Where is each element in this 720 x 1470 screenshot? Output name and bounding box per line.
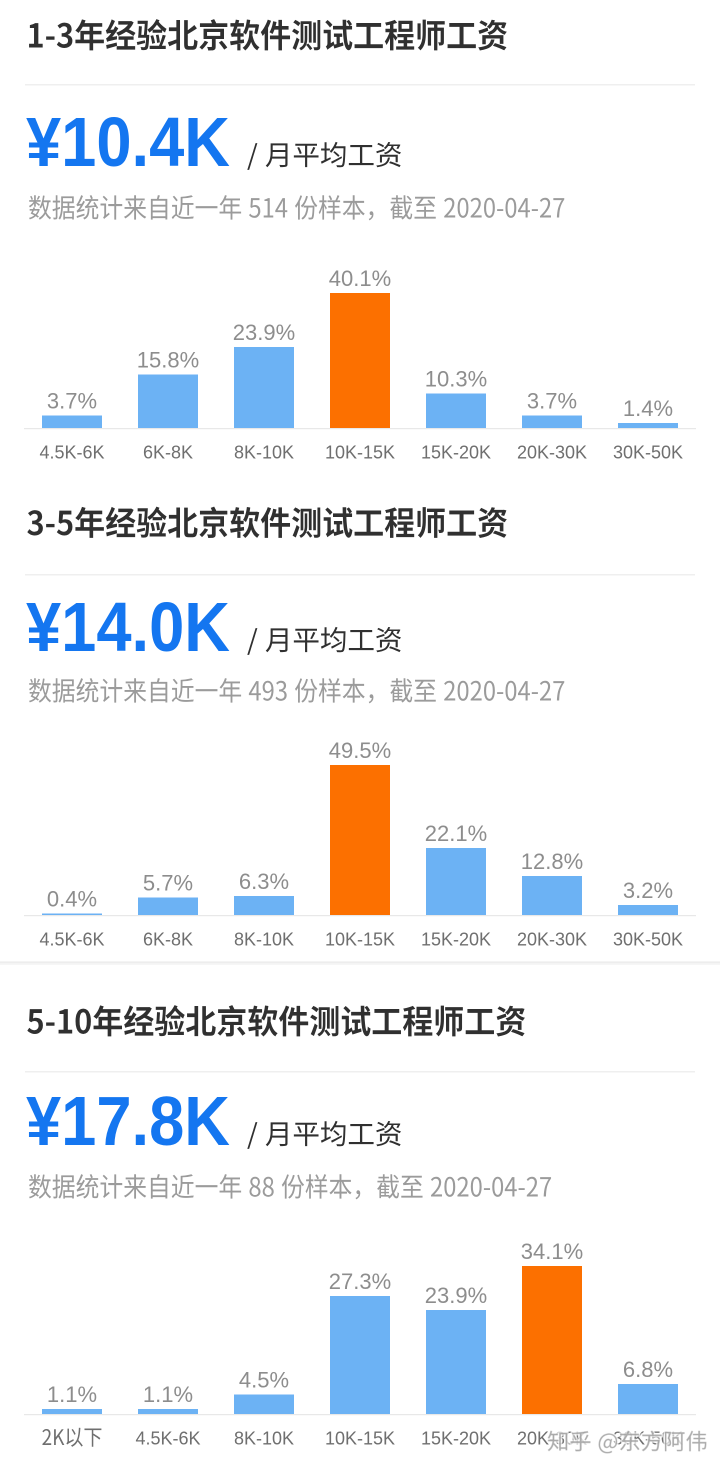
svg-text:20K-30K: 20K-30K <box>517 443 587 463</box>
svg-text:¥14.0K: ¥14.0K <box>26 588 230 666</box>
svg-text:22.1%: 22.1% <box>425 821 487 846</box>
svg-text:49.5%: 49.5% <box>329 738 391 763</box>
svg-text:15K-20K: 15K-20K <box>421 1429 491 1449</box>
svg-text:6K-8K: 6K-8K <box>143 930 193 950</box>
svg-text:30K-50K: 30K-50K <box>613 443 683 463</box>
svg-text:5.7%: 5.7% <box>143 871 193 896</box>
svg-text:3.7%: 3.7% <box>527 389 577 414</box>
svg-text:¥17.8K: ¥17.8K <box>26 1082 230 1160</box>
svg-text:6K-8K: 6K-8K <box>143 443 193 463</box>
svg-text:8K-10K: 8K-10K <box>234 443 294 463</box>
svg-text:15.8%: 15.8% <box>137 348 199 373</box>
svg-text:10.3%: 10.3% <box>425 367 487 392</box>
svg-text:4.5K-6K: 4.5K-6K <box>135 1429 200 1449</box>
svg-text:10K-15K: 10K-15K <box>325 443 395 463</box>
svg-text:4.5K-6K: 4.5K-6K <box>39 930 104 950</box>
svg-text:10K-15K: 10K-15K <box>325 930 395 950</box>
svg-text:23.9%: 23.9% <box>425 1283 487 1308</box>
svg-text:4.5%: 4.5% <box>239 1368 289 1393</box>
svg-text:12.8%: 12.8% <box>521 849 583 874</box>
svg-text:30K-50K: 30K-50K <box>613 930 683 950</box>
svg-text:6.8%: 6.8% <box>623 1357 673 1382</box>
svg-text:4.5K-6K: 4.5K-6K <box>39 443 104 463</box>
svg-text:3.2%: 3.2% <box>623 878 673 903</box>
svg-text:1.1%: 1.1% <box>143 1382 193 1407</box>
svg-text:34.1%: 34.1% <box>521 1239 583 1264</box>
svg-text:3.7%: 3.7% <box>47 389 97 414</box>
svg-text:27.3%: 27.3% <box>329 1269 391 1294</box>
svg-text:6.3%: 6.3% <box>239 869 289 894</box>
svg-text:10K-15K: 10K-15K <box>325 1429 395 1449</box>
svg-text:¥10.4K: ¥10.4K <box>26 103 230 181</box>
svg-text:20K-30K: 20K-30K <box>517 930 587 950</box>
svg-text:1.4%: 1.4% <box>623 396 673 421</box>
svg-text:15K-20K: 15K-20K <box>421 443 491 463</box>
svg-text:1.1%: 1.1% <box>47 1382 97 1407</box>
svg-text:23.9%: 23.9% <box>233 320 295 345</box>
svg-text:8K-10K: 8K-10K <box>234 930 294 950</box>
svg-text:0.4%: 0.4% <box>47 887 97 912</box>
svg-text:40.1%: 40.1% <box>329 266 391 291</box>
svg-text:8K-10K: 8K-10K <box>234 1429 294 1449</box>
svg-text:15K-20K: 15K-20K <box>421 930 491 950</box>
